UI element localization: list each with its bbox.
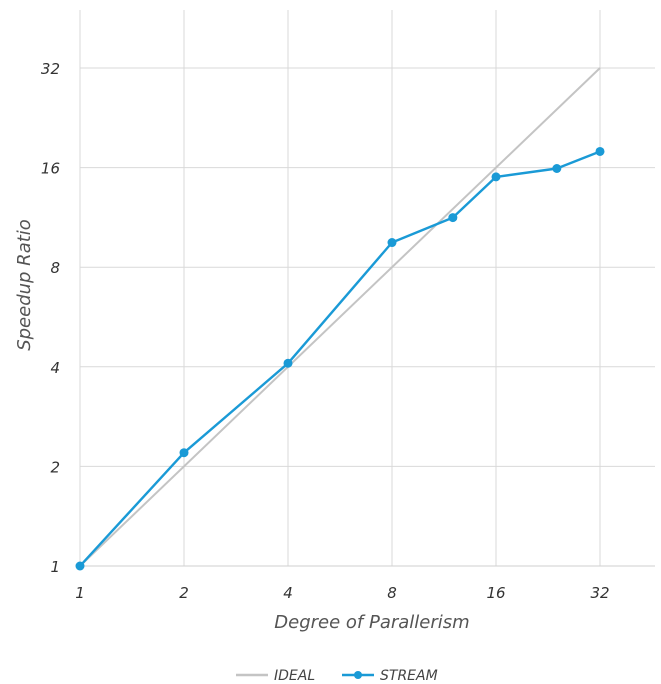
x-tick-label: 8 — [387, 584, 397, 602]
grid-lines — [79, 10, 655, 567]
x-tick-label: 1 — [75, 584, 85, 602]
data-point-stream — [283, 358, 293, 368]
legend-marker-stream — [354, 671, 362, 679]
y-axis-tick-labels: 1 2 4 8 16 32 — [41, 60, 60, 576]
y-tick-label: 16 — [41, 160, 60, 178]
data-point-stream — [75, 561, 85, 571]
legend-label-stream: STREAM — [380, 668, 438, 684]
series-line-ideal — [79, 67, 601, 567]
y-tick-label: 8 — [50, 259, 60, 277]
y-tick-label: 4 — [50, 359, 60, 377]
y-tick-label: 32 — [41, 60, 60, 78]
x-tick-label: 32 — [590, 584, 609, 602]
legend-label-ideal: IDEAL — [274, 668, 315, 684]
legend-item-ideal: IDEAL — [236, 668, 315, 684]
y-tick-label: 1 — [50, 558, 60, 576]
x-tick-label: 4 — [283, 584, 293, 602]
x-axis-title: Degree of Parallerism — [274, 612, 469, 633]
data-point-stream — [179, 448, 189, 458]
x-axis-tick-labels: 1 2 4 8 16 32 — [75, 584, 609, 602]
y-tick-label: 2 — [50, 458, 60, 476]
data-point-stream — [387, 238, 397, 248]
y-axis-title: Speedup Ratio — [14, 219, 35, 351]
data-point-stream — [448, 213, 458, 223]
data-point-stream — [552, 164, 562, 174]
series-layer — [75, 67, 605, 571]
series-line-stream — [79, 150, 601, 567]
legend: IDEAL STREAM — [236, 668, 438, 684]
data-point-stream — [595, 146, 605, 156]
x-tick-label: 2 — [179, 584, 189, 602]
data-point-stream — [491, 172, 501, 182]
x-tick-label: 16 — [486, 584, 505, 602]
legend-item-stream: STREAM — [342, 668, 438, 684]
